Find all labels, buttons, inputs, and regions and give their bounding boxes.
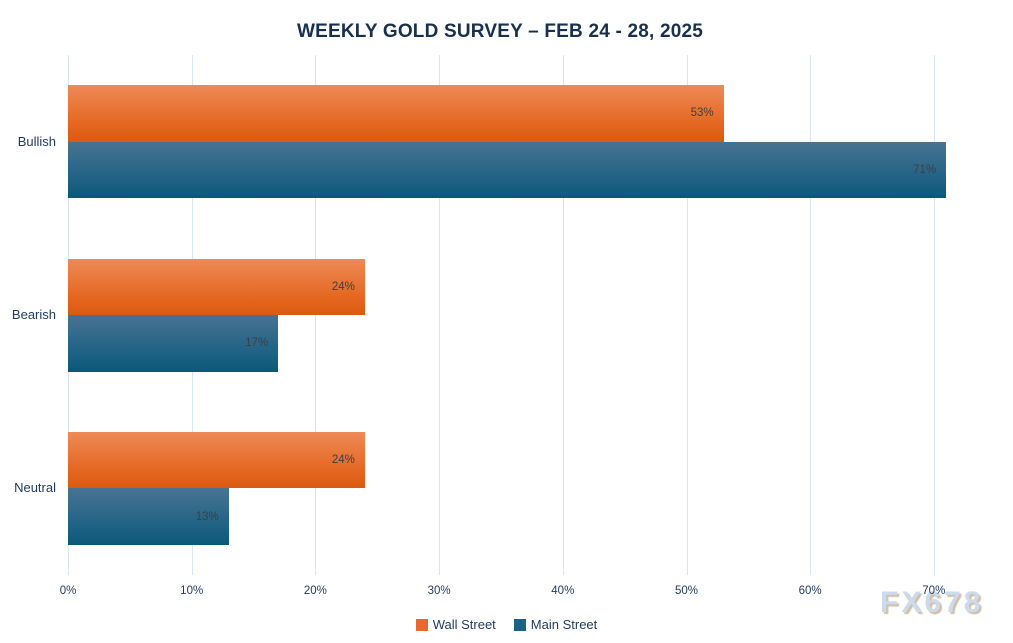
category-label-bearish: Bearish: [11, 307, 56, 322]
x-tick-label-40: 40%: [551, 585, 575, 597]
legend-label: Wall Street: [432, 617, 496, 632]
bar-bullish-wall-street: 53%: [68, 85, 724, 142]
bar-bearish-wall-street: 24%: [68, 258, 365, 315]
gridline-20: [315, 55, 317, 575]
fx678-watermark: FX678: [880, 586, 984, 619]
legend-label: Main Street: [530, 617, 598, 632]
bar-neutral-wall-street: 24%: [68, 431, 365, 489]
bar-value-label: 71%: [913, 163, 937, 176]
legend-item-main-street: Main Street: [513, 617, 598, 632]
gridline-50: [686, 55, 688, 575]
bar-bearish-main-street: 17%: [68, 315, 279, 372]
bar-value-label: 53%: [690, 107, 714, 120]
x-tick-label-30: 30%: [427, 585, 451, 597]
bar-bullish-main-street: 71%: [68, 141, 947, 199]
legend-item-wall-street: Wall Street: [415, 617, 496, 632]
gridline-60: [810, 55, 812, 575]
x-tick-label-10: 10%: [180, 585, 204, 597]
bar-value-label: 24%: [331, 280, 355, 293]
bar-value-label: 17%: [245, 337, 269, 350]
gridline-40: [562, 55, 564, 575]
gridline-70: [933, 55, 935, 575]
bar-value-label: 24%: [331, 454, 355, 467]
bar-value-label: 13%: [195, 510, 219, 523]
chart-legend: Wall Street Main Street: [0, 617, 1013, 632]
gridline-30: [439, 55, 441, 575]
legend-swatch-icon: [415, 618, 428, 631]
category-label-bullish: Bullish: [17, 133, 56, 149]
x-tick-label-70: 70%: [922, 585, 946, 597]
plot-area: 53% 71% 24% 17% 24% 13%: [68, 55, 1013, 575]
bar-neutral-main-street: 13%: [68, 488, 229, 545]
x-tick-label-20: 20%: [303, 585, 327, 597]
x-tick-label-0: 0%: [59, 585, 77, 597]
category-label-neutral: Neutral: [14, 480, 56, 496]
legend-swatch-icon: [513, 618, 526, 631]
x-tick-label-60: 60%: [798, 585, 822, 597]
chart-title: WEEKLY GOLD SURVEY – FEB 24 - 28, 2025: [296, 21, 704, 42]
x-tick-label-50: 50%: [674, 585, 699, 597]
